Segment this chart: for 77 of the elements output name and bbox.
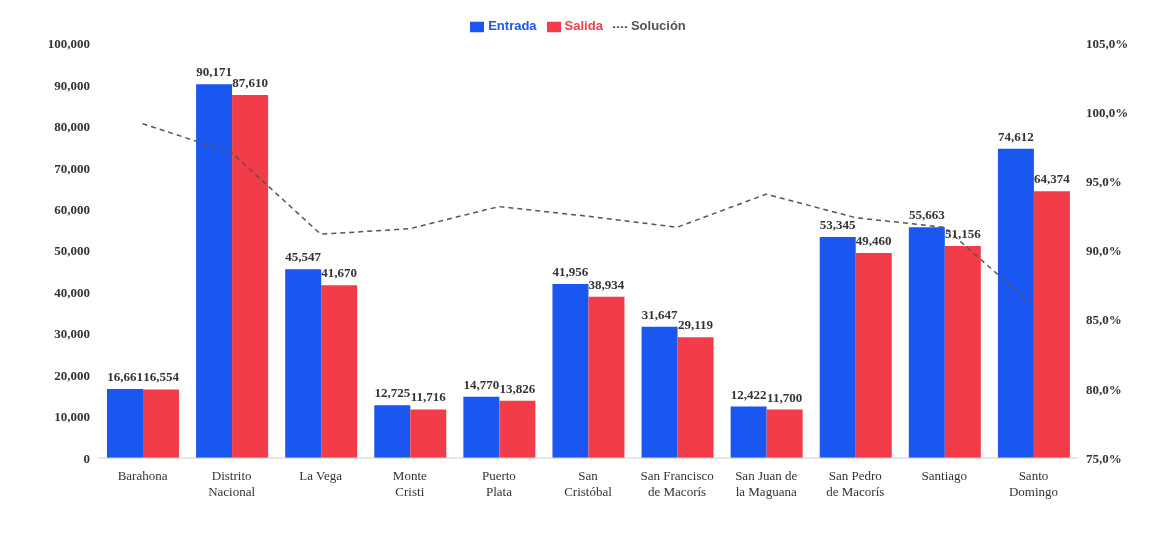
y2-tick-label: 100,0%: [1086, 105, 1129, 121]
x-tick-label: San Cristóbal: [564, 468, 613, 499]
bar: [499, 400, 536, 458]
bar: [730, 406, 767, 458]
y-tick-label: 80,000: [54, 119, 90, 135]
data-label: 16,661: [107, 368, 143, 384]
data-label: 16,554: [143, 369, 180, 385]
x-tick-label: Puerto Plata: [481, 468, 516, 499]
data-label: 12,422: [730, 386, 767, 402]
data-label: 53,345: [819, 216, 857, 232]
bar: [855, 253, 892, 458]
x-tick-label: Monte Cristi: [392, 468, 428, 499]
data-label: 51,156: [944, 225, 982, 241]
bar: [463, 396, 500, 458]
y-tick-label: 30,000: [54, 326, 90, 342]
y2-tick-label: 90,0%: [1086, 243, 1122, 259]
x-tick-label: San Francisco de Macorís: [640, 468, 714, 499]
bar: [944, 245, 981, 458]
data-label: 38,934: [588, 276, 625, 292]
data-label: 64,374: [1034, 171, 1071, 187]
y2-tick-label: 95,0%: [1086, 174, 1122, 190]
bar: [552, 284, 589, 458]
bar: [819, 236, 856, 458]
data-label: 31,647: [641, 306, 678, 322]
data-label: 87,610: [232, 74, 268, 90]
y-tick-label: 10,000: [54, 409, 90, 425]
data-label: 12,725: [374, 385, 411, 401]
bar: [196, 84, 233, 458]
legend-label: Salida: [564, 18, 603, 33]
y-tick-label: 60,000: [54, 201, 90, 217]
y2-tick-label: 85,0%: [1086, 312, 1122, 328]
bar: [641, 326, 678, 458]
bar: [588, 296, 625, 458]
y2-tick-label: 105,0%: [1086, 36, 1129, 52]
bar: [997, 148, 1034, 458]
y2-tick-label: 80,0%: [1086, 381, 1122, 397]
x-tick-label: San Juan de la Maguana: [735, 468, 798, 499]
data-label: 29,119: [678, 317, 714, 333]
x-tick-label: Santo Domingo: [1008, 468, 1059, 499]
data-label: 90,171: [196, 64, 232, 80]
y-tick-label: 70,000: [54, 160, 90, 176]
y-tick-label: 100,000: [47, 36, 90, 52]
data-label: 49,460: [855, 233, 892, 249]
data-label: 74,612: [998, 128, 1034, 144]
bar: [143, 389, 179, 458]
data-label: 14,770: [463, 376, 500, 392]
x-tick-label: San Pedro de Macorís: [826, 468, 885, 499]
x-tick-label: Santiago: [921, 468, 968, 483]
bar: [285, 269, 322, 458]
bar: [766, 409, 803, 458]
bar: [321, 285, 358, 458]
y-tick-label: 90,000: [54, 77, 90, 93]
bar: [677, 337, 714, 458]
y-tick-label: 40,000: [54, 284, 90, 300]
data-label: 41,956: [552, 264, 589, 280]
bar: [107, 388, 143, 458]
y-tick-label: 20,000: [54, 367, 90, 383]
data-label: 11,700: [767, 389, 803, 405]
legend-label: Entrada: [488, 18, 537, 33]
data-label: 45,547: [285, 249, 322, 265]
x-tick-label: Distrito Nacional: [208, 468, 256, 499]
data-label: 41,670: [321, 265, 358, 281]
y-tick-label: 50,000: [54, 243, 90, 259]
bar: [374, 405, 411, 458]
x-tick-label: La Vega: [299, 468, 343, 483]
x-tick-label: Barahona: [117, 468, 168, 483]
bar: [908, 227, 945, 458]
y2-tick-label: 75,0%: [1086, 450, 1122, 466]
legend-label: Solución: [630, 18, 686, 33]
bar: [232, 94, 269, 458]
y-tick-label: 0: [83, 450, 90, 466]
data-label: 55,663: [908, 207, 946, 223]
data-label: 13,826: [499, 380, 536, 396]
bar: [410, 409, 447, 458]
bar: [1033, 191, 1070, 458]
data-label: 11,716: [410, 389, 447, 405]
line-series: [141, 122, 1035, 307]
